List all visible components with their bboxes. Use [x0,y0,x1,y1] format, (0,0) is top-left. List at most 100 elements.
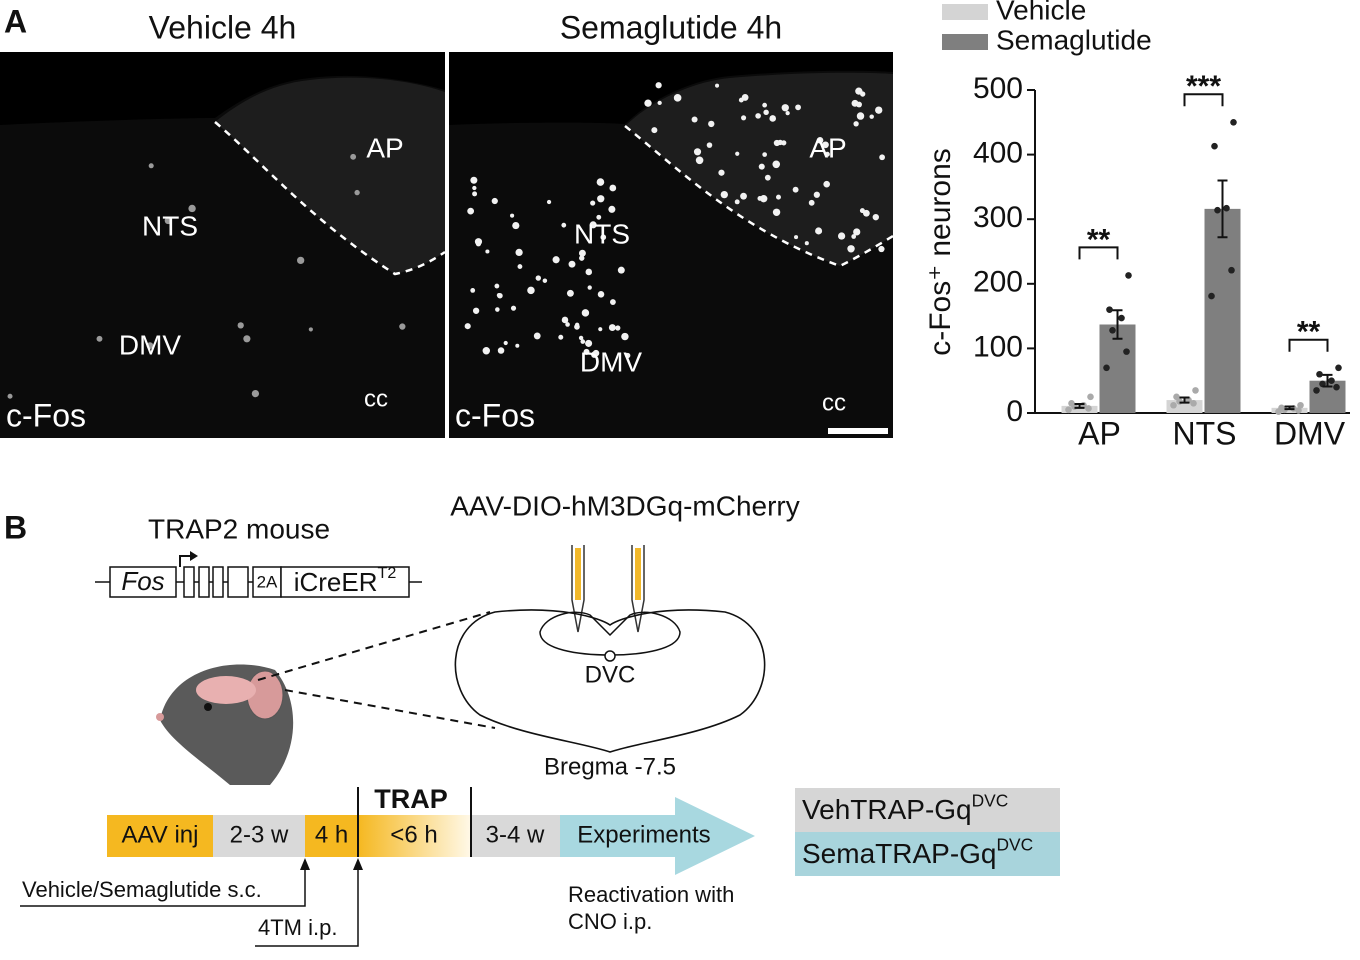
legend-swatch [942,34,988,50]
y-axis-label: c-Fos⁺ neurons [924,148,957,356]
region-label: NTS [142,210,198,241]
cre-label: iCreERT2 [294,564,397,596]
error-bar [1322,373,1333,388]
cell [597,195,605,203]
data-point [1328,377,1335,385]
cell [772,160,781,169]
cell [853,228,861,236]
linker [252,566,282,598]
data-point [1230,119,1237,126]
data-point [1125,272,1132,279]
cell [740,192,747,200]
cell [760,194,768,203]
cell [565,322,570,327]
exon [183,566,195,598]
error-bar [1217,179,1228,239]
region-label: cc [822,389,846,416]
cell [657,100,662,106]
exon [227,566,249,598]
arrowhead [190,551,198,561]
cell [856,101,862,108]
y-tick-label: 0 [1006,395,1023,428]
cell [741,115,747,121]
injection-pointer [20,862,306,907]
ap-tissue [215,77,445,274]
cell [497,292,503,299]
region-label: DMV [119,329,182,360]
cell [475,241,482,247]
legend-label: Vehicle [996,0,1086,25]
group-label-main: VehTRAP-Gq [802,794,972,825]
cell [580,339,586,344]
mouse-brain [196,676,256,704]
trap-label: TRAP [374,784,448,814]
cell [847,245,855,253]
cell [585,339,593,347]
reactivation-label: Reactivation with [568,882,734,907]
cell [879,154,885,161]
data-point [1087,393,1094,401]
data-point [1192,387,1199,394]
significance-label: ** [1087,223,1111,256]
cell [853,121,859,127]
data-point [1190,400,1197,407]
cell [561,222,567,228]
cell [644,99,652,107]
cell [517,264,523,269]
cell [878,245,885,253]
cell [715,83,720,88]
bar [1271,407,1308,413]
ap-border [624,125,894,268]
injection-label: Vehicle/Semaglutide s.c. [22,877,262,902]
cell [794,235,799,240]
group-label-sup: DVC [972,790,1009,810]
cell [735,151,740,156]
cell [533,332,541,340]
virus-label: AAV-DIO-hM3DGq-mCherry [450,490,800,521]
cell [472,191,478,197]
cell [776,194,781,200]
cell [467,207,475,215]
cell [581,309,590,317]
cell [587,285,592,290]
image-title: Semaglutide 4h [560,9,782,45]
cell [566,289,574,297]
cell [96,335,103,342]
data-point [1295,407,1302,414]
cell [762,152,768,157]
cell [590,200,596,206]
cell [651,127,658,134]
virus-fill [635,548,641,600]
cell [494,283,500,289]
arrowhead [300,858,310,870]
cell [763,109,769,116]
group-label-main: SemaTRAP-Gq [802,838,997,869]
cell [863,209,870,217]
cell [350,153,357,160]
legend-swatch [942,4,988,20]
cell [851,234,857,239]
stain-label: c-Fos [455,397,535,433]
timeline-phase [107,815,213,857]
data-point [1214,206,1221,214]
cell [148,163,154,169]
region-label: DVC [585,661,636,688]
cell [558,334,564,340]
timeline-phase [305,815,358,857]
cell [354,189,360,196]
phase-label: 3-4 w [486,821,545,848]
cell [764,174,771,181]
cell [609,184,617,192]
data-point [1103,364,1110,372]
error-bar [1284,405,1295,411]
phase-label: Experiments [577,821,710,848]
cell [510,305,517,311]
cell [470,176,478,184]
tamoxifen-label: 4TM i.p. [258,915,337,940]
data-point [1123,348,1130,355]
data-point [1109,327,1116,334]
timeline-phase [470,815,560,857]
cell [470,287,476,293]
